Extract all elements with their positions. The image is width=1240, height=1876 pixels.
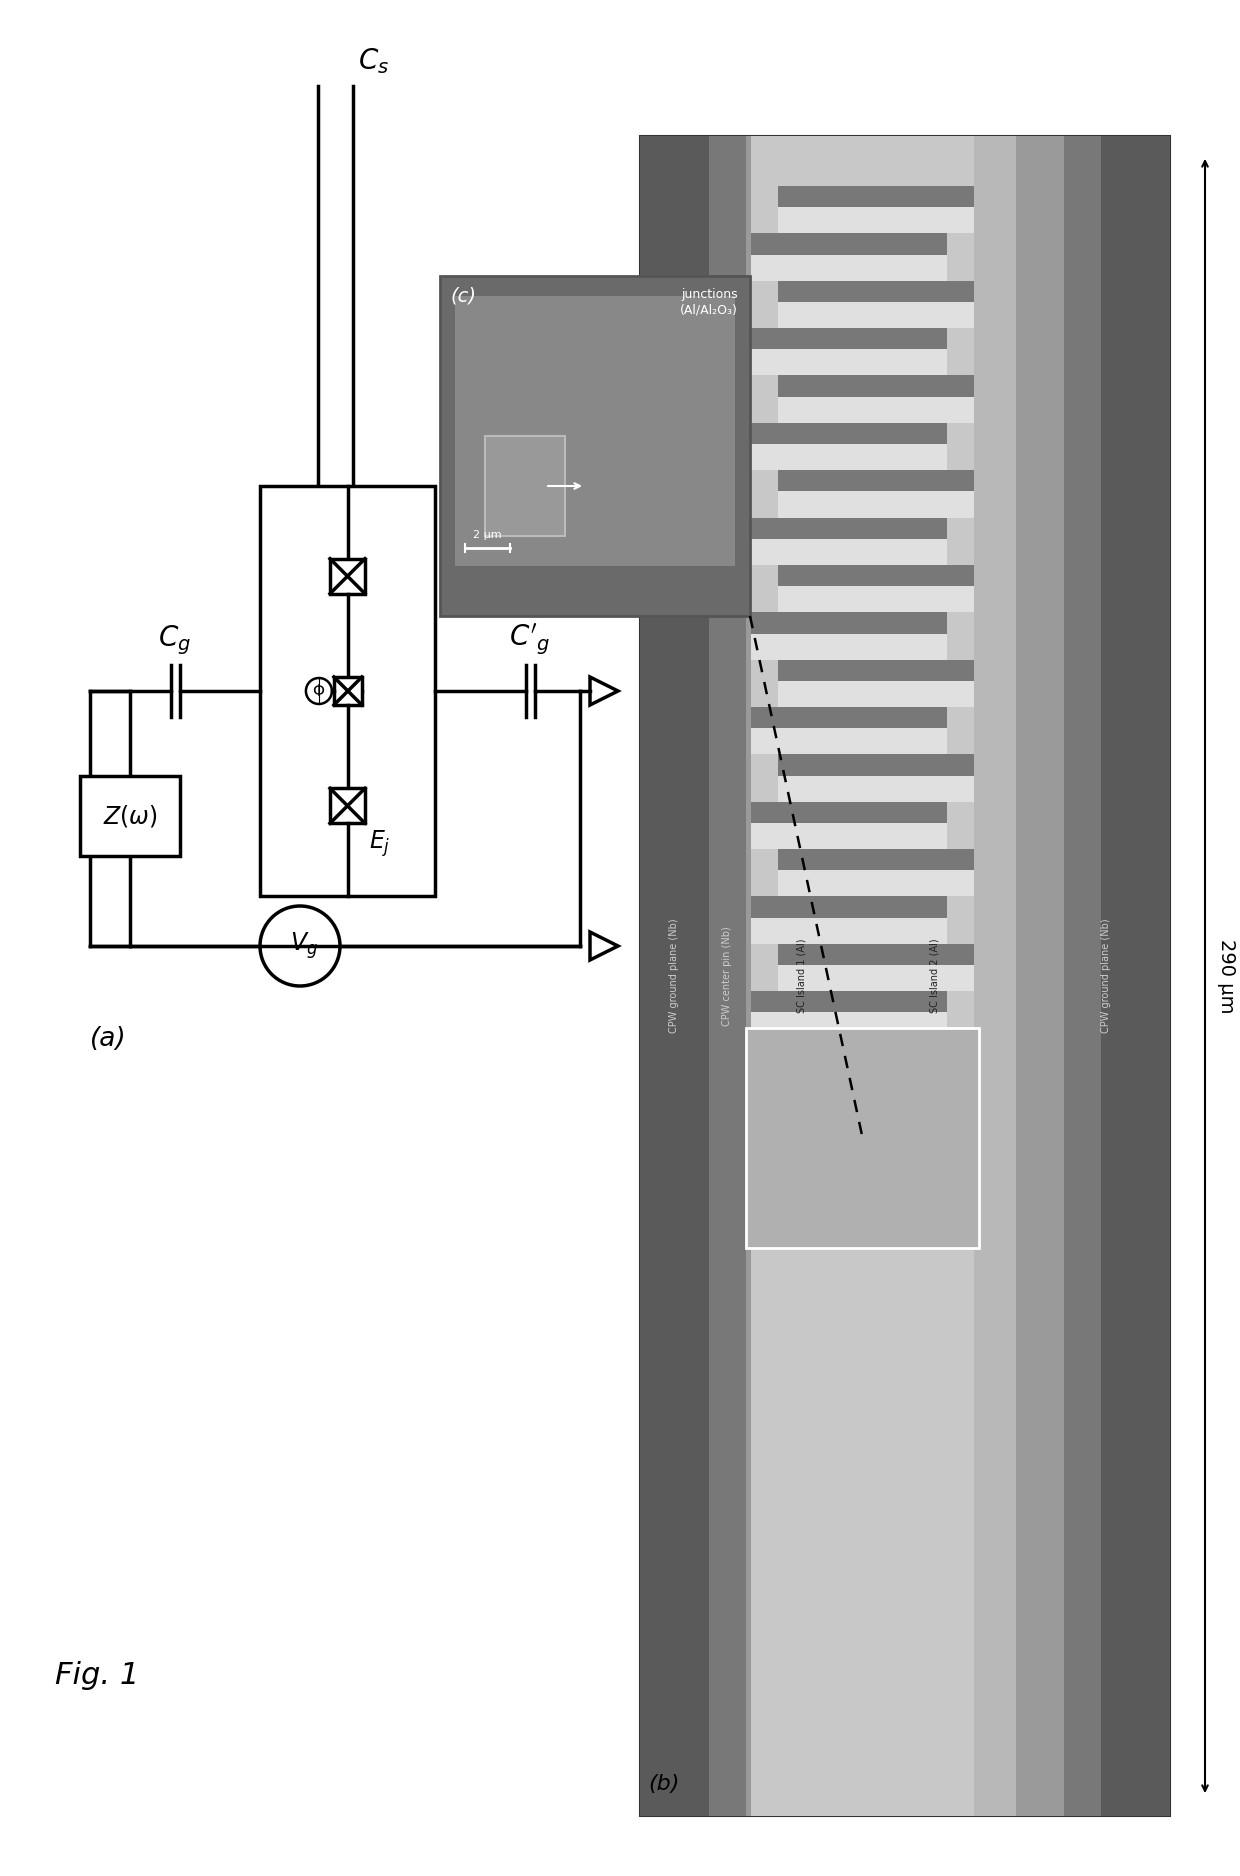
Bar [751,917,947,944]
Bar [81,777,180,855]
Bar [751,1013,947,1039]
Bar [751,612,947,634]
Bar [777,870,973,897]
Bar [751,801,947,824]
Text: $C'_g$: $C'_g$ [510,621,551,657]
Bar [777,186,973,208]
Bar [640,135,709,1816]
Text: SC Island 1 (Al): SC Island 1 (Al) [796,938,807,1013]
Bar [777,964,973,991]
Bar [777,1039,973,1060]
Bar [777,302,973,328]
Bar [777,681,973,707]
Text: $C_s$: $C_s$ [357,47,388,77]
Text: SC Island 2 (Al): SC Island 2 (Al) [929,938,939,1013]
Text: $Z(\omega)$: $Z(\omega)$ [103,803,157,829]
Text: CPW center pin (Nb): CPW center pin (Nb) [723,927,733,1026]
Bar [777,1133,973,1154]
Bar [751,707,947,728]
Text: $V_g$: $V_g$ [290,930,317,961]
Bar [751,233,947,255]
Bar [751,728,947,754]
Text: CPW ground plane (Nb): CPW ground plane (Nb) [1101,919,1111,1034]
Bar [777,281,973,302]
Bar [709,135,746,1816]
Text: junctions
(Al/Al₂O₃): junctions (Al/Al₂O₃) [680,289,738,315]
Bar [751,824,947,850]
Bar [330,559,365,593]
Bar [751,1086,947,1107]
Bar [777,565,973,585]
Bar [455,296,735,567]
Bar [751,135,973,1816]
Text: 290 μm: 290 μm [1216,938,1236,1013]
Bar [777,944,973,964]
Bar [746,1028,978,1248]
Bar [777,850,973,870]
Bar [777,1060,973,1086]
Bar [777,585,973,612]
Bar [751,349,947,375]
Bar [751,1107,947,1133]
Text: (a): (a) [91,1026,126,1052]
Text: CPW ground plane (Nb): CPW ground plane (Nb) [670,919,680,1034]
Bar [751,255,947,281]
Bar [777,208,973,233]
Bar [751,518,947,538]
Bar [777,471,973,492]
Text: $E_j$: $E_j$ [370,829,391,859]
Bar [777,492,973,518]
Bar [485,435,565,537]
Bar [334,677,362,705]
Bar [751,328,947,349]
Bar [751,538,947,565]
Bar [751,634,947,660]
Bar [777,660,973,681]
Text: 2 μm: 2 μm [474,531,502,540]
Bar [777,1154,973,1180]
Bar [777,396,973,422]
Bar [751,897,947,917]
Bar [260,486,435,897]
Text: $C_g$: $C_g$ [159,623,191,657]
Bar [777,754,973,775]
Bar [1017,135,1064,1816]
Bar [440,276,750,615]
Text: (c): (c) [450,285,476,306]
Bar [751,1180,947,1203]
Bar [1101,135,1171,1816]
Bar [794,135,1017,1816]
Bar [751,445,947,471]
Text: $\Phi$: $\Phi$ [312,683,325,700]
Bar [751,991,947,1013]
Text: (b): (b) [649,1775,680,1793]
Bar [777,775,973,801]
Bar [746,135,794,1816]
Bar [777,375,973,396]
Bar [1064,135,1101,1816]
Bar [751,1203,947,1229]
Bar [330,788,365,824]
Bar [751,422,947,445]
Text: Fig. 1: Fig. 1 [55,1662,139,1690]
Bar [640,135,1171,1816]
